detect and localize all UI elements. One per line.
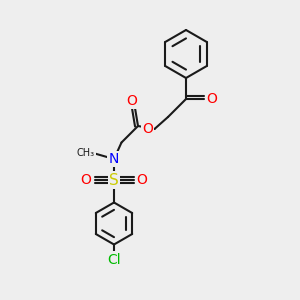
Text: O: O: [136, 173, 147, 187]
Text: S: S: [109, 172, 119, 188]
Text: Cl: Cl: [107, 253, 121, 266]
Text: O: O: [127, 94, 137, 107]
Text: O: O: [206, 92, 217, 106]
Text: O: O: [81, 173, 92, 187]
Text: CH₃: CH₃: [76, 148, 94, 158]
Text: N: N: [109, 152, 119, 166]
Text: O: O: [142, 122, 153, 136]
